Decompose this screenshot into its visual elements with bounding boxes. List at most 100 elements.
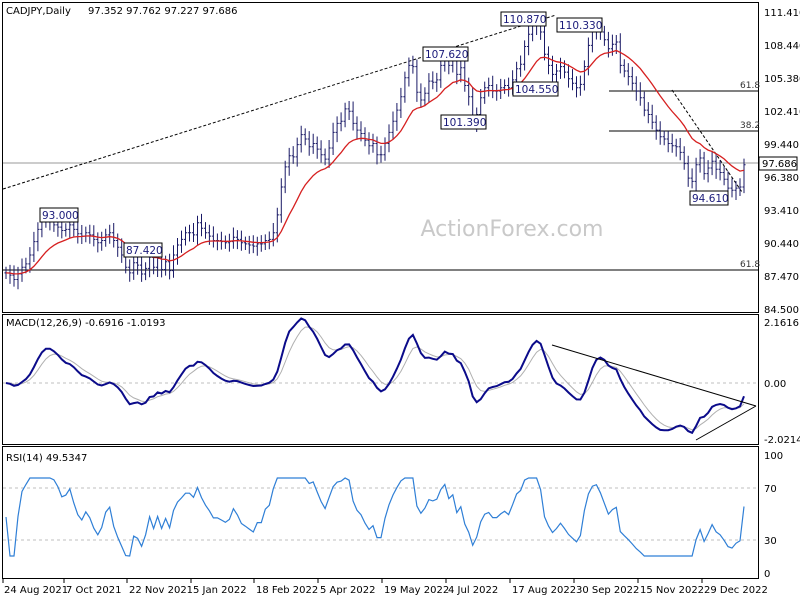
price-bar <box>331 122 335 155</box>
price-bars <box>4 13 746 290</box>
price-bar <box>235 230 239 250</box>
price-tick: 90.440 <box>764 239 799 250</box>
rsi-tick-70: 70 <box>764 484 777 495</box>
annotation-93000: 93.000 <box>42 210 79 222</box>
price-bar <box>495 84 499 101</box>
price-bar <box>646 102 650 124</box>
price-tick: 111.410 <box>764 8 800 19</box>
price-bar <box>367 132 371 155</box>
price-bar <box>24 257 28 274</box>
price-bar <box>714 154 718 179</box>
price-bar <box>203 222 208 239</box>
price-bar <box>319 140 323 163</box>
price-bar <box>323 148 327 166</box>
price-bar <box>738 178 742 196</box>
price-bar <box>76 222 80 244</box>
price-bar <box>427 73 431 103</box>
price-bar <box>343 102 347 128</box>
price-bar <box>36 222 40 252</box>
price-bar <box>722 166 726 186</box>
annotation-box <box>422 46 469 62</box>
rsi-tick-30: 30 <box>764 536 777 547</box>
price-bar <box>168 253 172 280</box>
price-bar <box>251 235 255 254</box>
price-bar <box>171 245 176 278</box>
price-bar <box>586 37 590 76</box>
price-bar <box>411 55 415 74</box>
macd-line <box>5 317 745 435</box>
long-trendline <box>2 14 557 190</box>
price-bar <box>335 116 339 143</box>
price-bar <box>574 76 579 98</box>
price-tick: 87.470 <box>764 272 799 283</box>
annotation-110870: 110.870 <box>503 14 546 26</box>
price-tick: 108.440 <box>764 41 800 52</box>
price-bar <box>654 115 658 140</box>
price-bar <box>140 256 144 282</box>
price-bar <box>702 151 706 180</box>
price-bar <box>503 79 507 94</box>
price-bar <box>303 128 307 146</box>
x-axis-label: 5 Jan 2022 <box>193 585 247 596</box>
price-bar <box>191 223 196 242</box>
price-bar <box>650 104 654 130</box>
price-bar <box>698 149 702 173</box>
annotation-box <box>39 207 79 223</box>
price-bar <box>658 121 662 145</box>
price-bar <box>626 63 630 86</box>
price-bar <box>379 145 383 163</box>
price-bar <box>686 155 690 187</box>
price-bar <box>666 131 670 153</box>
price-bar <box>634 76 638 101</box>
decline-trendline <box>671 89 743 193</box>
price-bar <box>558 57 563 79</box>
price-bar <box>431 71 435 90</box>
x-axis-label: 7 Oct 2021 <box>66 585 121 596</box>
price-bar <box>175 238 180 265</box>
rsi-panel <box>2 446 759 579</box>
price-header-ohlc: 97.352 97.762 97.227 97.686 <box>88 6 238 17</box>
price-bar <box>642 91 646 117</box>
annotation-107620: 107.620 <box>425 49 468 61</box>
watermark: ActionForex.com <box>421 217 604 242</box>
price-bar <box>183 226 188 246</box>
rsi-line <box>5 477 745 557</box>
price-bar <box>734 181 738 200</box>
price-bar <box>243 236 247 250</box>
price-bar <box>259 235 263 252</box>
price-bar <box>223 235 227 249</box>
price-bar <box>116 233 120 257</box>
annotation-87420: 87.420 <box>126 245 163 257</box>
price-bar <box>128 259 132 282</box>
price-bar <box>674 138 678 157</box>
price-bar <box>283 160 287 194</box>
price-bar <box>231 227 235 249</box>
rsi-tick-0: 0 <box>764 569 770 580</box>
annotation-104550: 104.550 <box>515 84 558 96</box>
price-bar <box>144 262 148 281</box>
price-bar <box>363 127 367 147</box>
macd-header: MACD(12,26,9) -0.6916 -1.0193 <box>6 318 166 329</box>
price-annotations: 93.000 87.420 107.620 104.550 101.390 11… <box>39 11 729 258</box>
price-bar <box>327 140 331 168</box>
annotation-box <box>512 81 559 97</box>
fib-label-382: 38.2 <box>740 121 760 131</box>
price-tick: 105.380 <box>764 74 800 85</box>
fib-label-618-lower: 61.8 <box>740 260 760 270</box>
price-bar <box>546 46 551 75</box>
price-bar <box>195 215 200 245</box>
price-bar <box>542 25 547 61</box>
x-axis-label: 19 May 2022 <box>384 585 449 596</box>
price-header-symbol: CADJPY,Daily <box>6 6 71 17</box>
price-bar <box>507 77 511 97</box>
price-bar <box>84 226 88 243</box>
price-bar <box>439 56 443 88</box>
macd-support-trendline <box>695 405 757 441</box>
price-bar <box>706 160 710 183</box>
price-bar <box>120 238 124 263</box>
price-bar <box>371 133 375 153</box>
annotation-box <box>500 11 547 27</box>
price-bar <box>618 33 622 74</box>
x-axis: 24 Aug 2021 7 Oct 2021 22 Nov 2021 5 Jan… <box>2 579 768 596</box>
